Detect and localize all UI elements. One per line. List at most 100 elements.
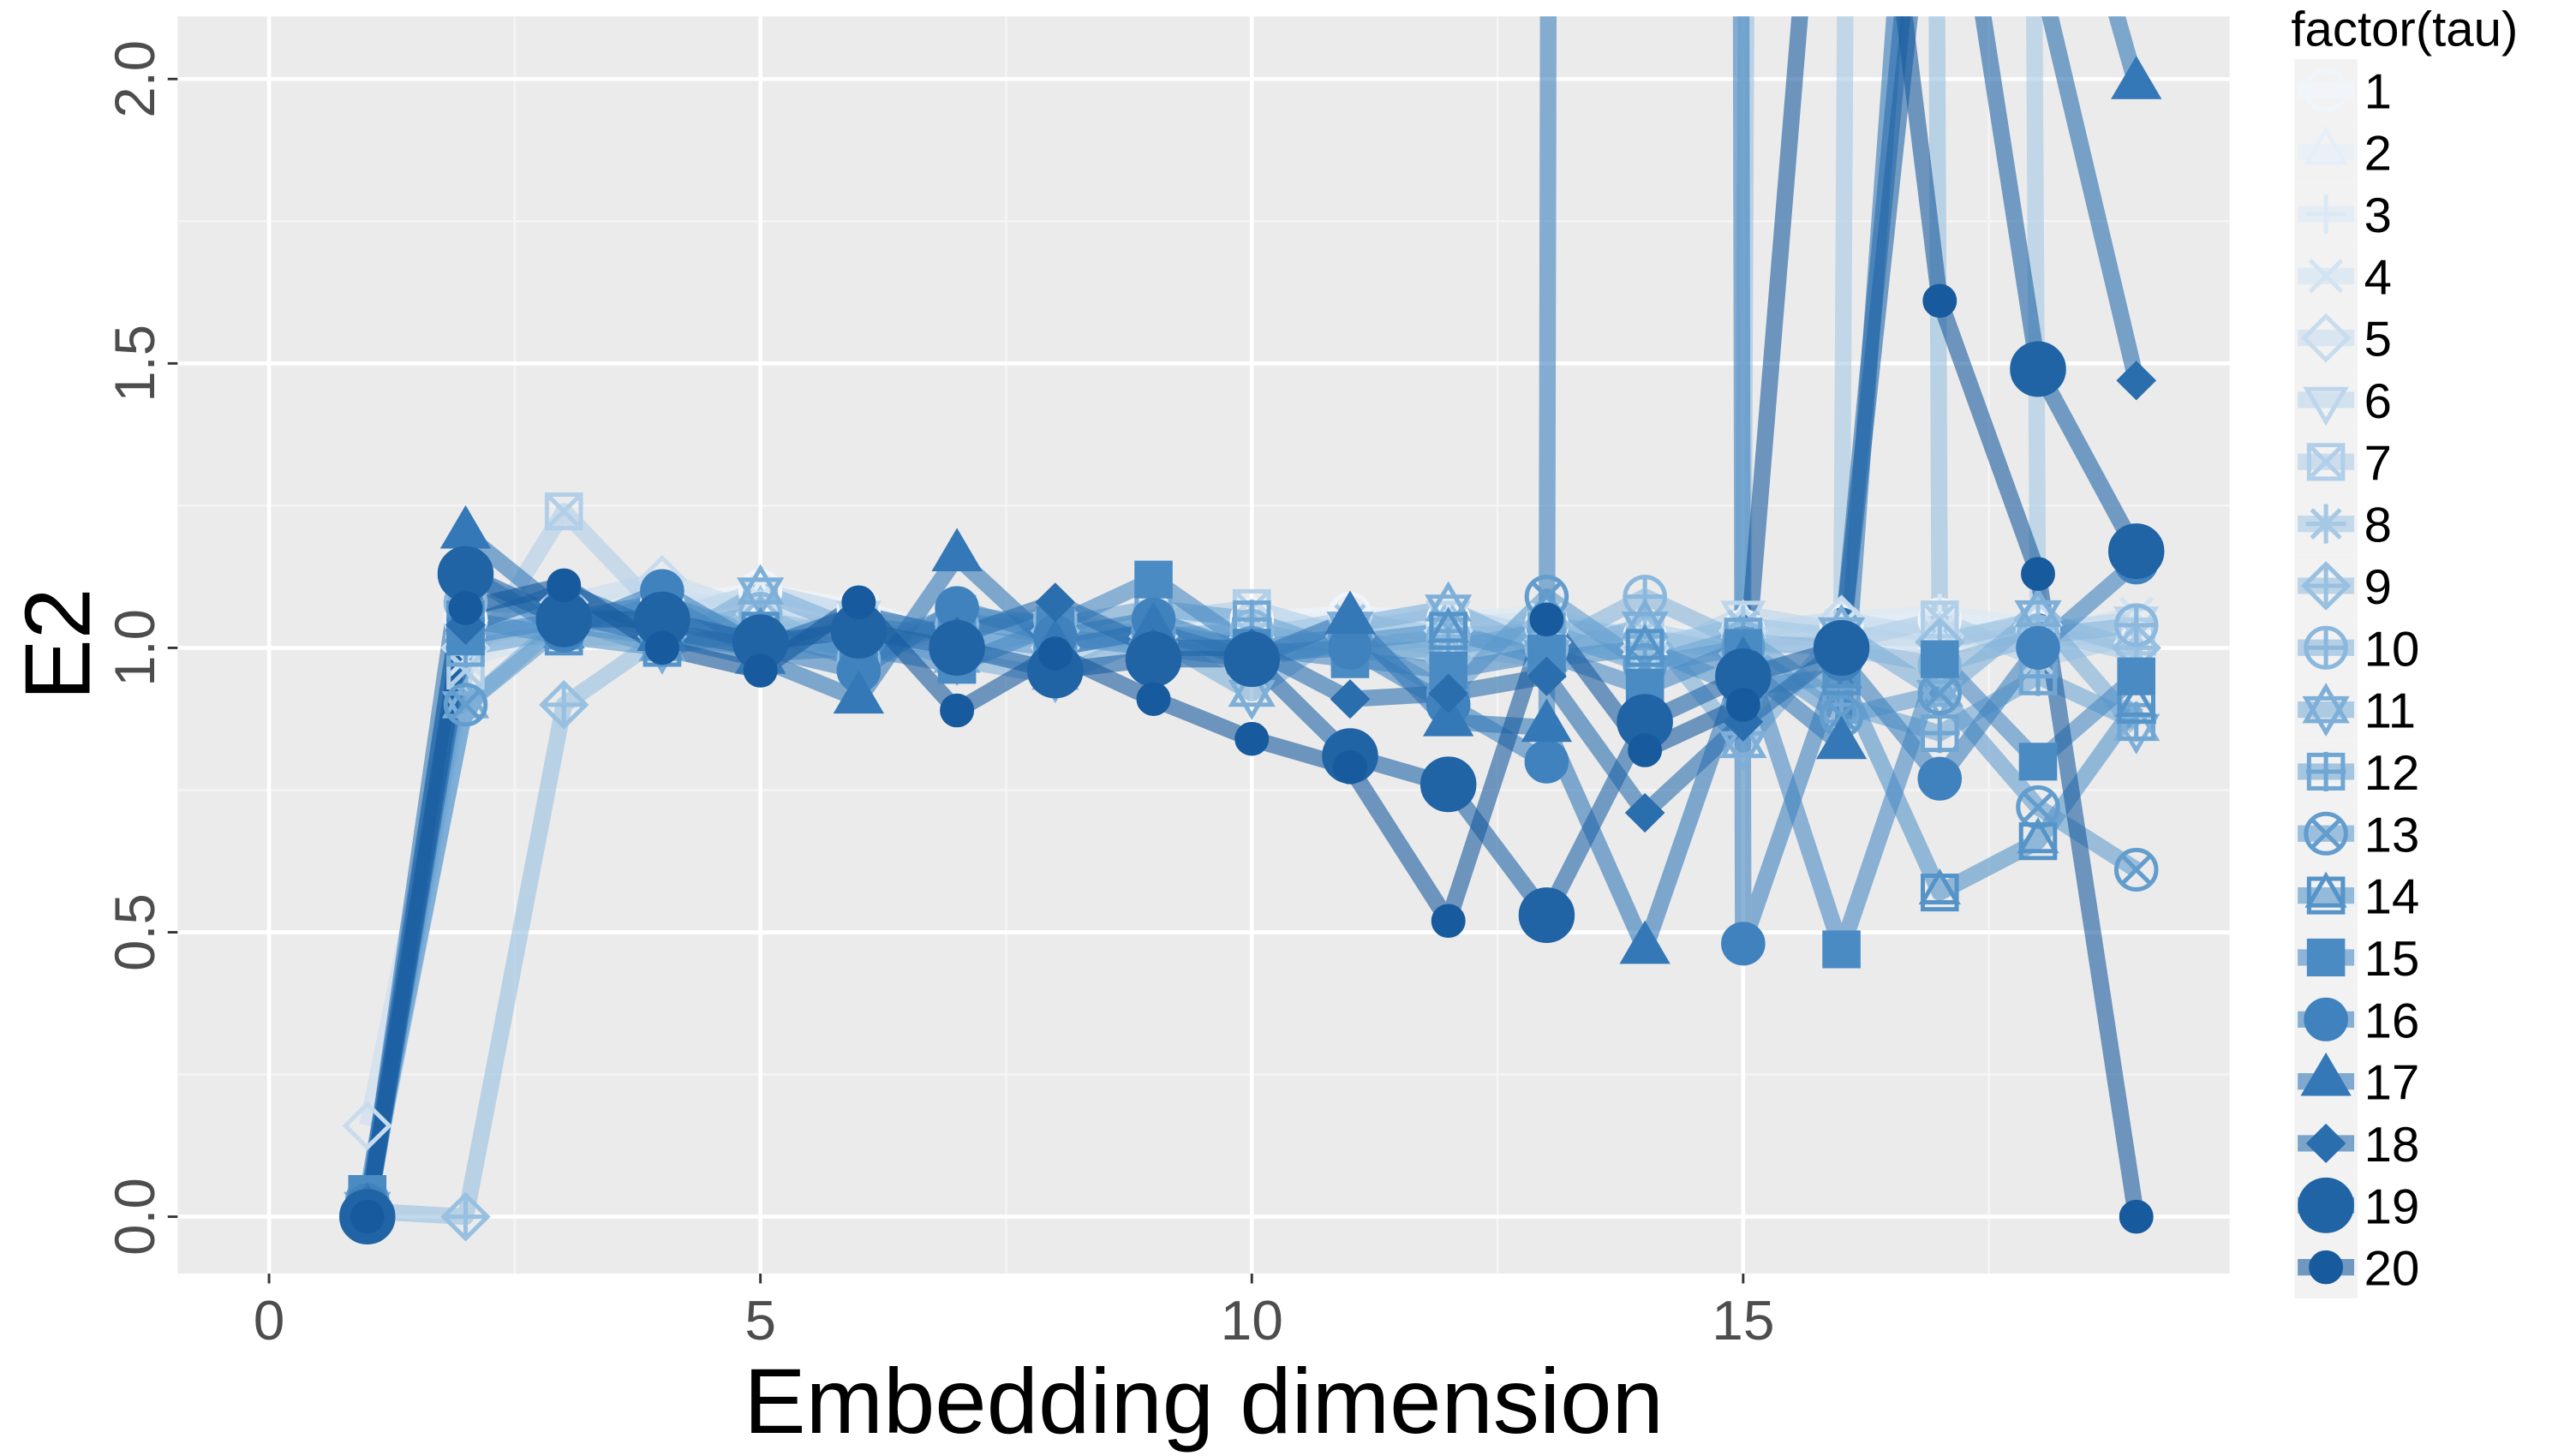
legend-symbol — [2306, 938, 2346, 977]
legend-item: 6 — [2294, 368, 2392, 432]
point — [1419, 756, 1477, 813]
point — [929, 620, 985, 676]
legend-item: 14 — [2294, 864, 2419, 927]
point — [1521, 698, 1573, 743]
point — [1330, 679, 1371, 719]
point — [2119, 1199, 2154, 1234]
legend-symbol — [2304, 871, 2347, 915]
point — [2016, 625, 2060, 670]
legend-symbol — [2306, 443, 2346, 481]
y-tick-label: 1.0 — [104, 609, 166, 687]
legend-item: 7 — [2294, 431, 2392, 493]
legend-symbol — [2305, 751, 2346, 791]
legend-label: 6 — [2364, 374, 2392, 429]
legend-label: 15 — [2364, 932, 2420, 987]
legend-item: 5 — [2294, 307, 2392, 369]
x-tick-label: 5 — [744, 1289, 776, 1352]
point — [1527, 656, 1567, 696]
legend-label: 9 — [2364, 560, 2392, 615]
legend-item: 1 — [2294, 59, 2392, 122]
legend-item: 20 — [2294, 1236, 2419, 1298]
legend-item: 10 — [2294, 617, 2420, 679]
legend-item: 17 — [2294, 1050, 2420, 1113]
point — [1429, 651, 1467, 690]
point — [1423, 693, 1474, 737]
point — [1333, 750, 1367, 785]
legend-label: 1 — [2364, 65, 2392, 120]
point — [1136, 682, 1171, 716]
legend-symbol — [2302, 683, 2350, 737]
legend-label: 11 — [2364, 684, 2416, 739]
y-tick-label: 0.5 — [104, 893, 166, 971]
point — [1527, 635, 1566, 673]
point — [1815, 715, 1868, 760]
point — [2117, 657, 2156, 695]
legend-symbol — [2304, 68, 2348, 112]
point — [1234, 721, 1270, 756]
legend-label: 8 — [2364, 498, 2392, 553]
point — [1324, 590, 1376, 635]
legend-item: 13 — [2294, 803, 2419, 865]
legend-label: 2 — [2364, 127, 2392, 182]
y-tick-label: 2.0 — [104, 40, 166, 118]
point — [841, 585, 876, 620]
point — [1725, 688, 1760, 722]
legend-symbol — [2308, 259, 2344, 294]
point — [535, 591, 592, 647]
point — [547, 568, 582, 603]
point — [1813, 620, 1870, 676]
point — [940, 693, 975, 728]
legend-item: 3 — [2294, 182, 2392, 246]
point — [1431, 904, 1466, 938]
legend-label: 10 — [2364, 623, 2420, 677]
x-tick-label: 0 — [254, 1289, 285, 1352]
point — [1619, 920, 1670, 964]
point — [2010, 341, 2066, 397]
legend-symbol — [2309, 1250, 2344, 1285]
legend-label: 7 — [2364, 437, 2392, 492]
point — [1223, 631, 1281, 688]
point — [1721, 922, 1766, 966]
legend-symbol — [2303, 386, 2349, 427]
point — [2111, 56, 2162, 99]
y-axis-title: E2 — [5, 588, 110, 700]
point — [1920, 640, 1959, 678]
legend-item: 12 — [2294, 740, 2420, 803]
point — [1134, 560, 1173, 599]
point — [1920, 713, 1960, 754]
point — [342, 1101, 392, 1151]
x-axis-title: Embedding dimension — [744, 1350, 1664, 1453]
legend-symbol — [2304, 997, 2348, 1041]
point — [2113, 603, 2159, 647]
point — [1917, 756, 1963, 801]
point — [1427, 606, 1470, 650]
point — [1524, 739, 1569, 784]
point — [539, 679, 589, 730]
point — [833, 670, 885, 714]
legend-item: 4 — [2294, 245, 2392, 307]
point — [1125, 631, 1182, 688]
legend-label: 17 — [2364, 1056, 2420, 1111]
point — [743, 653, 778, 688]
legend-label: 18 — [2364, 1118, 2420, 1173]
point — [1922, 283, 1957, 319]
point — [2018, 743, 2058, 781]
legend-symbol — [2300, 1052, 2352, 1096]
point — [441, 677, 490, 732]
legend-item: 19 — [2294, 1174, 2420, 1237]
legend-label: 4 — [2364, 251, 2392, 306]
legend-label: 12 — [2364, 746, 2420, 801]
point — [2014, 587, 2062, 641]
point — [1623, 575, 1667, 619]
point — [1518, 887, 1575, 943]
legend-label: 19 — [2364, 1180, 2420, 1235]
y-tick-label: 0.0 — [104, 1178, 166, 1256]
legend-item: 2 — [2294, 121, 2392, 183]
legend-symbol — [2304, 811, 2348, 856]
point — [2116, 361, 2157, 401]
point — [448, 591, 483, 625]
point — [2107, 523, 2165, 579]
